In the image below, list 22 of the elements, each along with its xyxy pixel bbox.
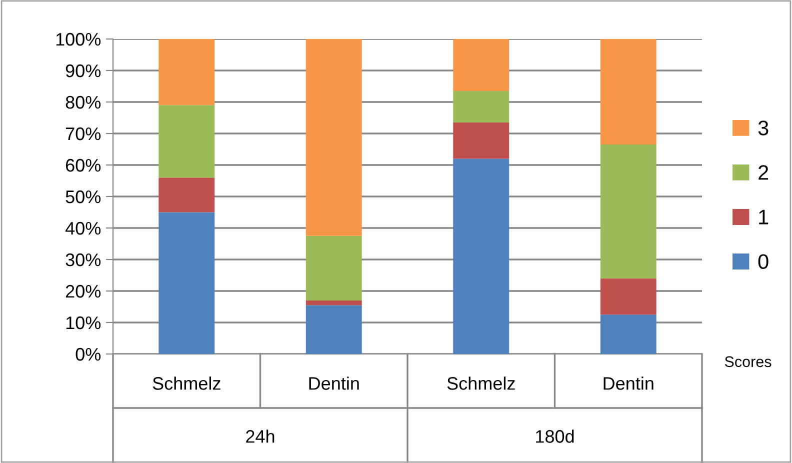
legend-label: 3 bbox=[758, 120, 768, 136]
x-tick-label: Dentin bbox=[604, 376, 654, 390]
y-tick-label: 30% bbox=[66, 253, 101, 266]
text: 180d bbox=[536, 430, 574, 443]
y-tick-label: 90% bbox=[66, 64, 101, 78]
y-tick-label: 80% bbox=[66, 96, 101, 109]
text: 24h bbox=[246, 430, 274, 443]
y-tick-label: 40% bbox=[65, 222, 101, 235]
x-tick-label: Dentin bbox=[309, 376, 359, 390]
y-tick-label: 60% bbox=[66, 158, 101, 172]
legend-label: 1 bbox=[759, 210, 768, 224]
legend-title: Scores bbox=[724, 356, 772, 368]
y-tick-label: 20% bbox=[66, 284, 101, 298]
y-tick-label: 70% bbox=[66, 127, 101, 140]
y-tick-label: 0% bbox=[76, 348, 101, 361]
legend-label: 0 bbox=[758, 254, 768, 269]
x-tick-label: Schmelz bbox=[447, 376, 515, 390]
legend-label: 2 bbox=[758, 165, 768, 180]
y-tick-label: 100% bbox=[56, 32, 101, 46]
x-tick-label: Schmelz bbox=[152, 376, 220, 390]
y-tick-label: 50% bbox=[66, 190, 101, 204]
y-tick-label: 10% bbox=[66, 316, 101, 330]
